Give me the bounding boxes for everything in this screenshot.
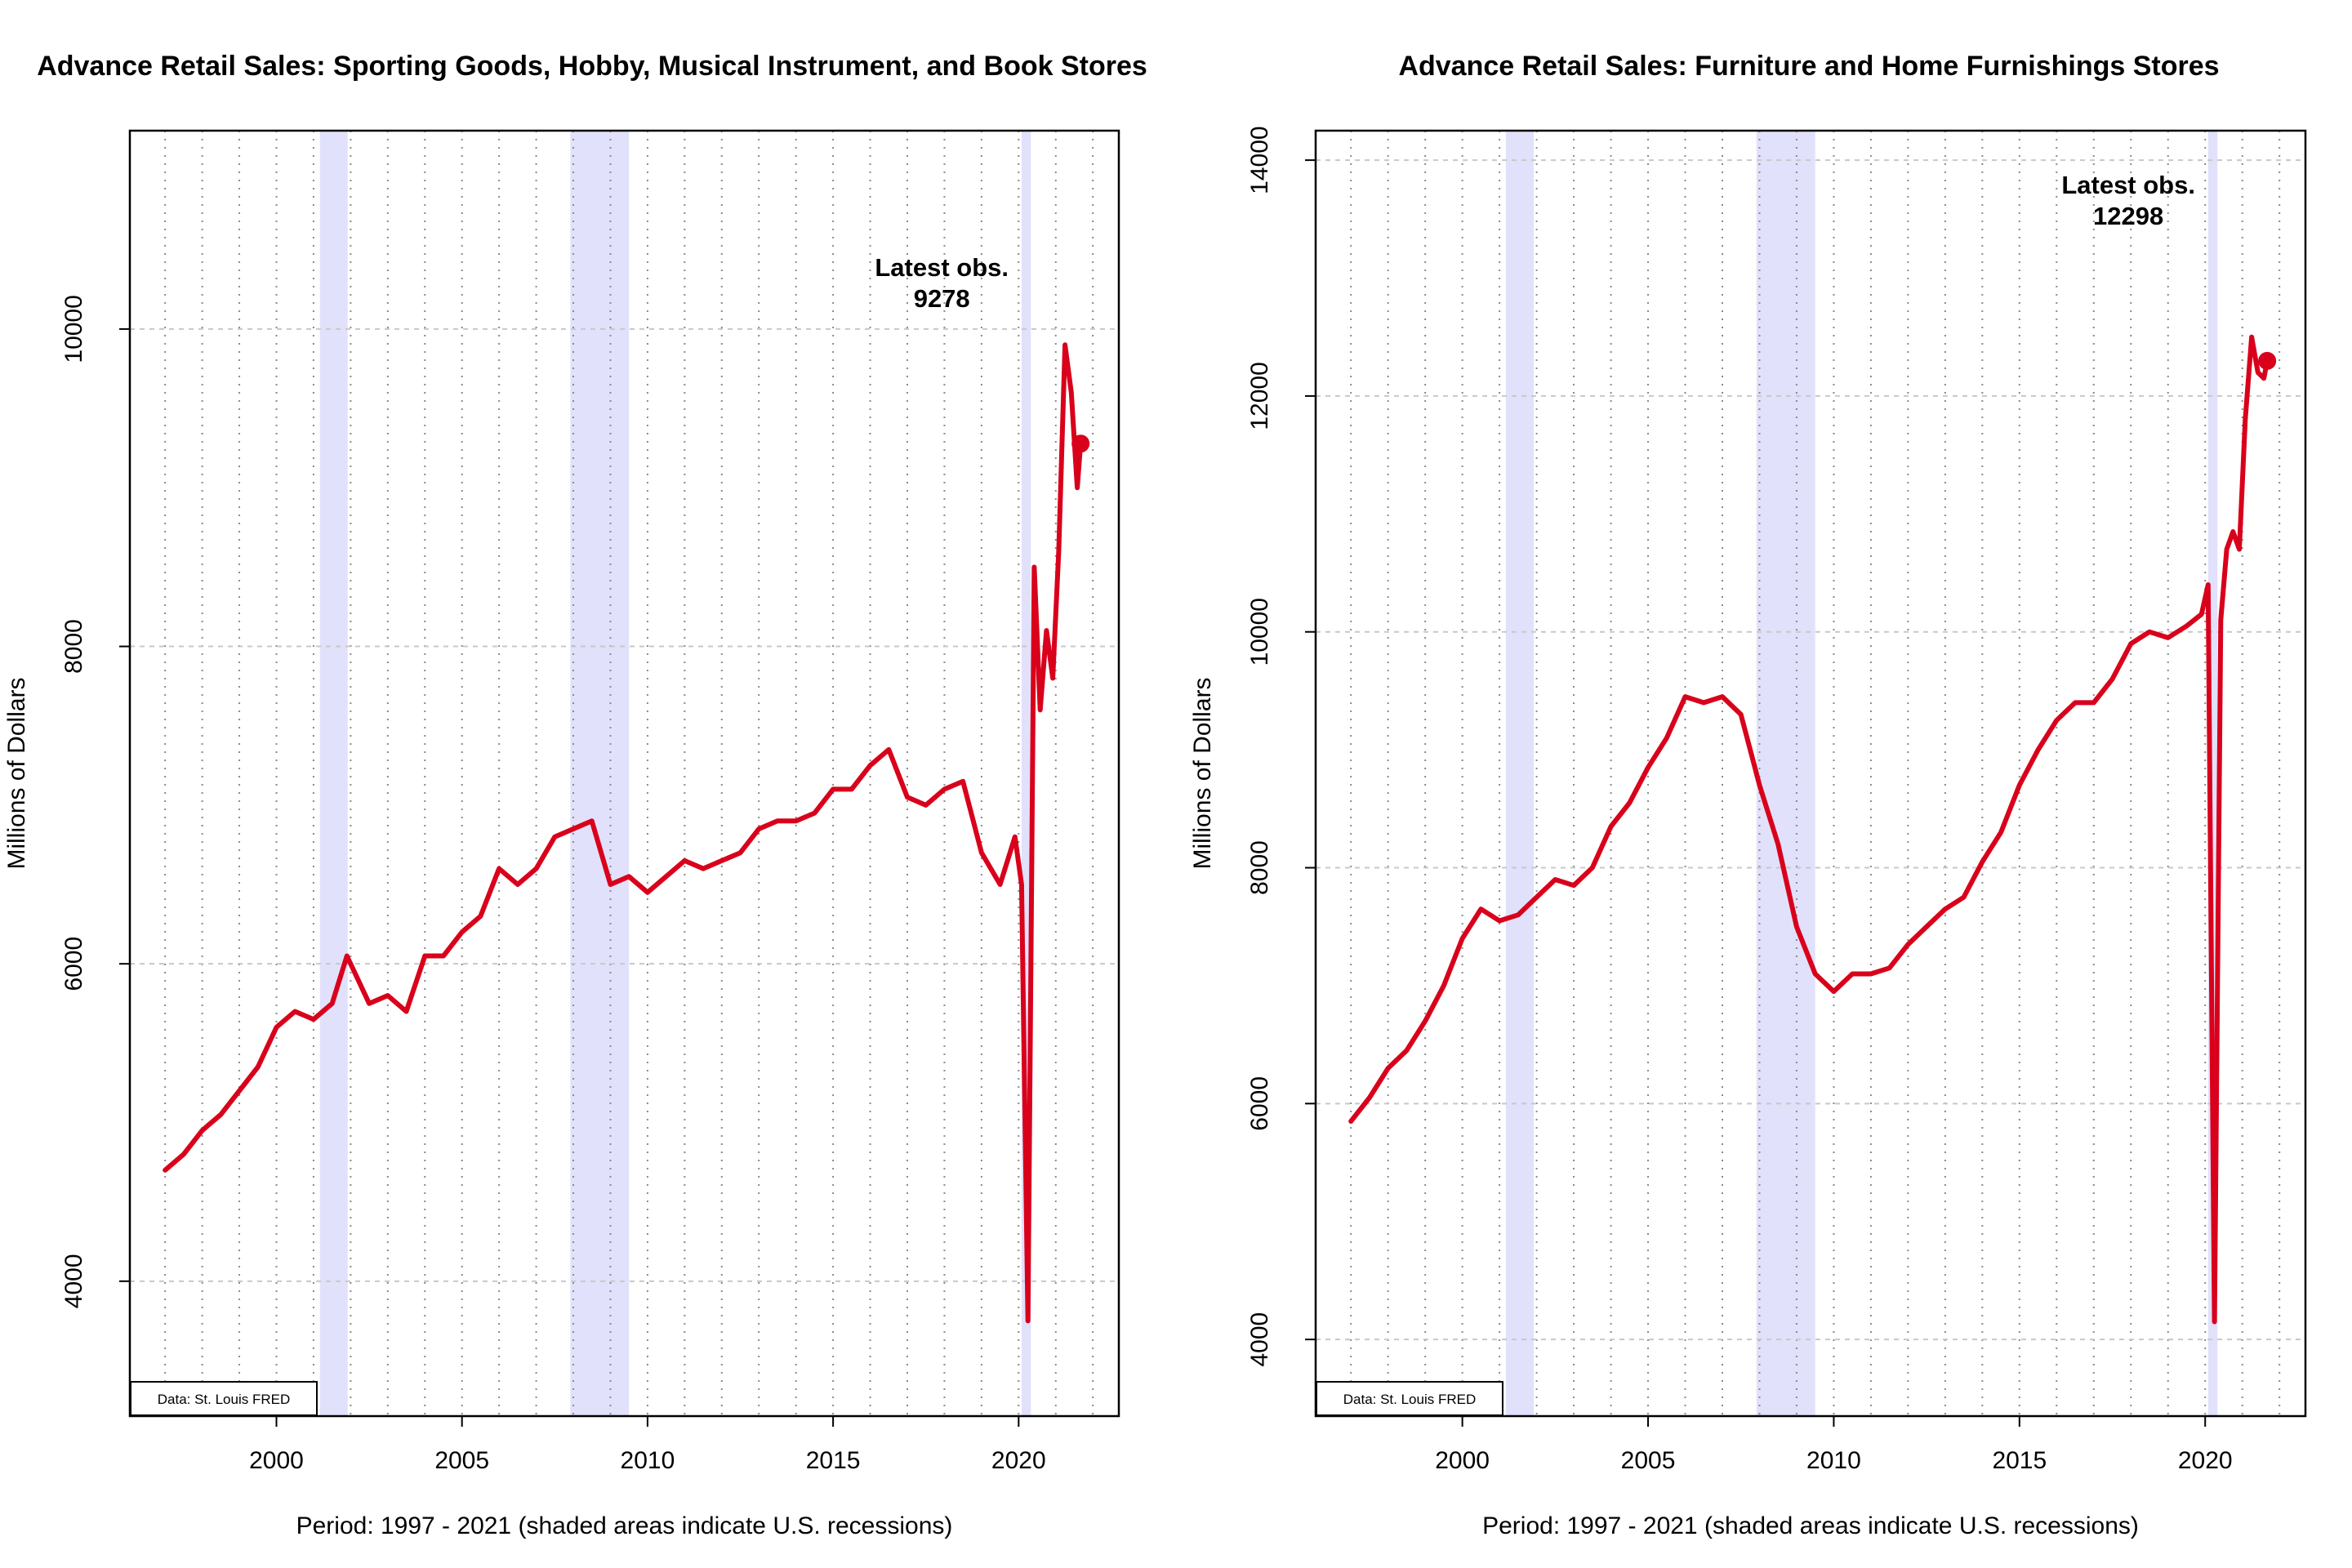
latest-obs-label: Latest obs. xyxy=(2061,171,2195,199)
y-tick-label: 6000 xyxy=(60,937,87,991)
x-axis-label: Period: 1997 - 2021 (shaded areas indica… xyxy=(296,1512,953,1539)
x-tick-label: 2000 xyxy=(249,1447,304,1474)
y-tick-label: 14000 xyxy=(1246,126,1273,194)
chart-title: Advance Retail Sales: Furniture and Home… xyxy=(1398,51,2219,82)
y-axis-label: Millions of Dollars xyxy=(1189,677,1216,869)
plot-frame xyxy=(128,129,1120,1418)
x-tick-label: 2000 xyxy=(1435,1447,1490,1474)
x-tick-label: 2020 xyxy=(991,1447,1046,1474)
x-tick-label: 2015 xyxy=(806,1447,861,1474)
y-tick-label: 4000 xyxy=(1246,1312,1273,1367)
y-axis-label: Millions of Dollars xyxy=(3,677,30,869)
x-tick-label: 2020 xyxy=(2178,1447,2233,1474)
x-tick-label: 2015 xyxy=(1992,1447,2047,1474)
recession-band xyxy=(1021,131,1031,1416)
x-axis-label: Period: 1997 - 2021 (shaded areas indica… xyxy=(1482,1512,2139,1539)
series-line xyxy=(1348,334,2270,1325)
latest-obs-label: Latest obs. xyxy=(875,253,1009,282)
y-tick-label: 10000 xyxy=(60,295,87,363)
latest-obs-value: 12298 xyxy=(2093,202,2163,230)
y-tick-label: 4000 xyxy=(60,1254,87,1308)
x-tick-label: 2005 xyxy=(434,1447,489,1474)
recession-band xyxy=(1756,131,1815,1416)
source-note: Data: St. Louis FRED xyxy=(1343,1392,1477,1407)
source-note-box xyxy=(130,1381,318,1416)
chart-panel-left: Latest obs.9278 Data: St. Louis FRED 2000 2… xyxy=(3,51,1147,1539)
recession-band xyxy=(1505,131,1534,1416)
y-tick-label: 8000 xyxy=(1246,840,1273,895)
latest-point xyxy=(1071,434,1090,453)
plot-area xyxy=(1316,131,2305,1416)
plot-frame xyxy=(1314,129,2307,1418)
chart-panel-right: Latest obs. 12298 Data: St. Louis FRED 2000… xyxy=(1189,51,2307,1539)
latest-obs-value: 9278 xyxy=(914,284,970,313)
x-tick-label: 2005 xyxy=(1621,1447,1676,1474)
recession-band xyxy=(570,131,630,1416)
recession-band xyxy=(319,131,348,1416)
x-tick-label: 2010 xyxy=(1806,1447,1861,1474)
recession-band xyxy=(2207,131,2218,1416)
y-tick-label: 10000 xyxy=(1246,598,1273,666)
source-note: Data: St. Louis FRED xyxy=(158,1392,291,1407)
y-tick-label: 12000 xyxy=(1246,362,1273,430)
latest-point xyxy=(2258,351,2277,370)
y-tick-label: 6000 xyxy=(1246,1076,1273,1131)
chart-title: Advance Retail Sales: Sporting Goods, Ho… xyxy=(37,51,1147,82)
series-line xyxy=(163,342,1084,1324)
plot-area xyxy=(130,131,1119,1416)
y-tick-label: 8000 xyxy=(60,619,87,674)
x-tick-label: 2010 xyxy=(621,1447,675,1474)
